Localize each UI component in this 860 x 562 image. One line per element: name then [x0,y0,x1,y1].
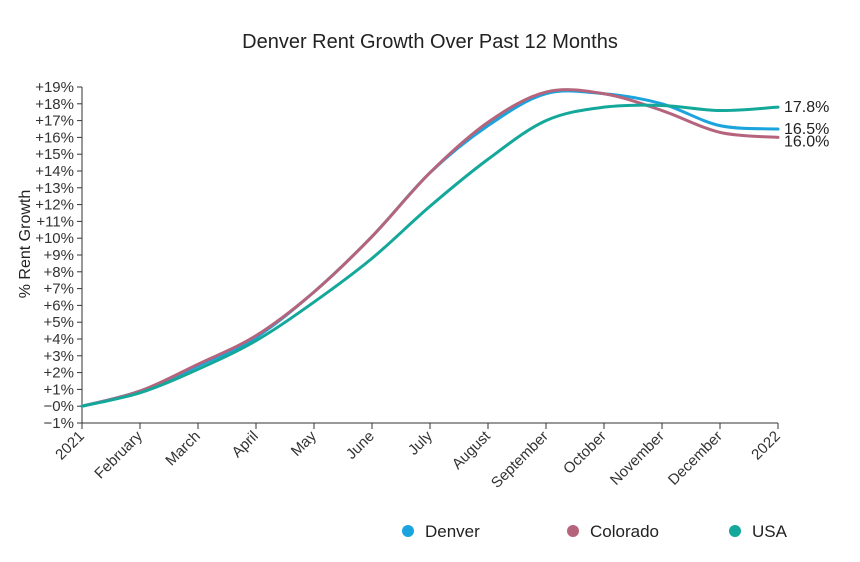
y-tick-label: +18% [35,96,74,113]
series-lines [80,88,780,408]
y-axis-label: % Rent Growth [17,190,34,298]
x-tick-label: August [449,427,495,473]
x-tick-label: April [229,428,262,461]
legend-label-denver: Denver [425,522,480,541]
x-tick-label: February [91,427,146,482]
x-tick-label: May [288,427,320,459]
series-line-denver [80,89,780,408]
y-tick-label: +12% [35,197,74,214]
y-tick-label: +14% [35,163,74,180]
y-tick-label: +6% [44,297,74,314]
x-tick-label: March [162,428,203,469]
x-tick-label: September [488,428,552,492]
y-tick-label: +1% [44,381,74,398]
y-tick-label: +16% [35,129,74,146]
x-tick-label: December [665,428,726,489]
y-tick-label: +3% [44,348,74,365]
legend-swatch-colorado [567,525,579,537]
legend-label-usa: USA [752,522,788,541]
y-tick-label: −1% [44,415,74,432]
y-tick-label: +8% [44,264,74,281]
x-tick-label: 2022 [748,428,784,464]
y-tick-label: +7% [44,281,74,298]
series-line-colorado [80,88,780,408]
y-tick-label: +4% [44,331,74,348]
chart-title: Denver Rent Growth Over Past 12 Months [242,31,618,53]
x-tick-label: 2021 [52,428,88,464]
axes: −1%−0%+1%+2%+3%+4%+5%+6%+7%+8%+9%+10%+11… [35,79,784,492]
end-label-colorado: 16.0% [784,133,829,150]
y-tick-label: +15% [35,146,74,163]
x-tick-label: October [560,428,610,478]
y-tick-label: +13% [35,180,74,197]
y-tick-label: +10% [35,230,74,247]
y-tick-label: +17% [35,113,74,130]
y-tick-label: −0% [44,398,74,415]
end-labels: 16.5%16.0% 17.8% [784,99,829,150]
x-tick-label: November [607,428,668,489]
y-tick-label: +19% [35,79,74,96]
y-tick-label: +2% [44,365,74,382]
legend-label-colorado: Colorado [590,522,659,541]
y-tick-label: +9% [44,247,74,264]
series-line-usa [80,103,780,408]
legend: Denver Colorado USA [402,522,788,541]
legend-swatch-denver [402,525,414,537]
y-tick-label: +11% [36,213,74,230]
x-tick-label: July [405,427,436,458]
end-label-denver: 16.5% [784,121,829,138]
legend-swatch-usa [729,525,741,537]
x-tick-label: June [343,428,378,463]
end-label-usa: 17.8% [784,99,829,116]
y-tick-label: +5% [44,314,74,331]
